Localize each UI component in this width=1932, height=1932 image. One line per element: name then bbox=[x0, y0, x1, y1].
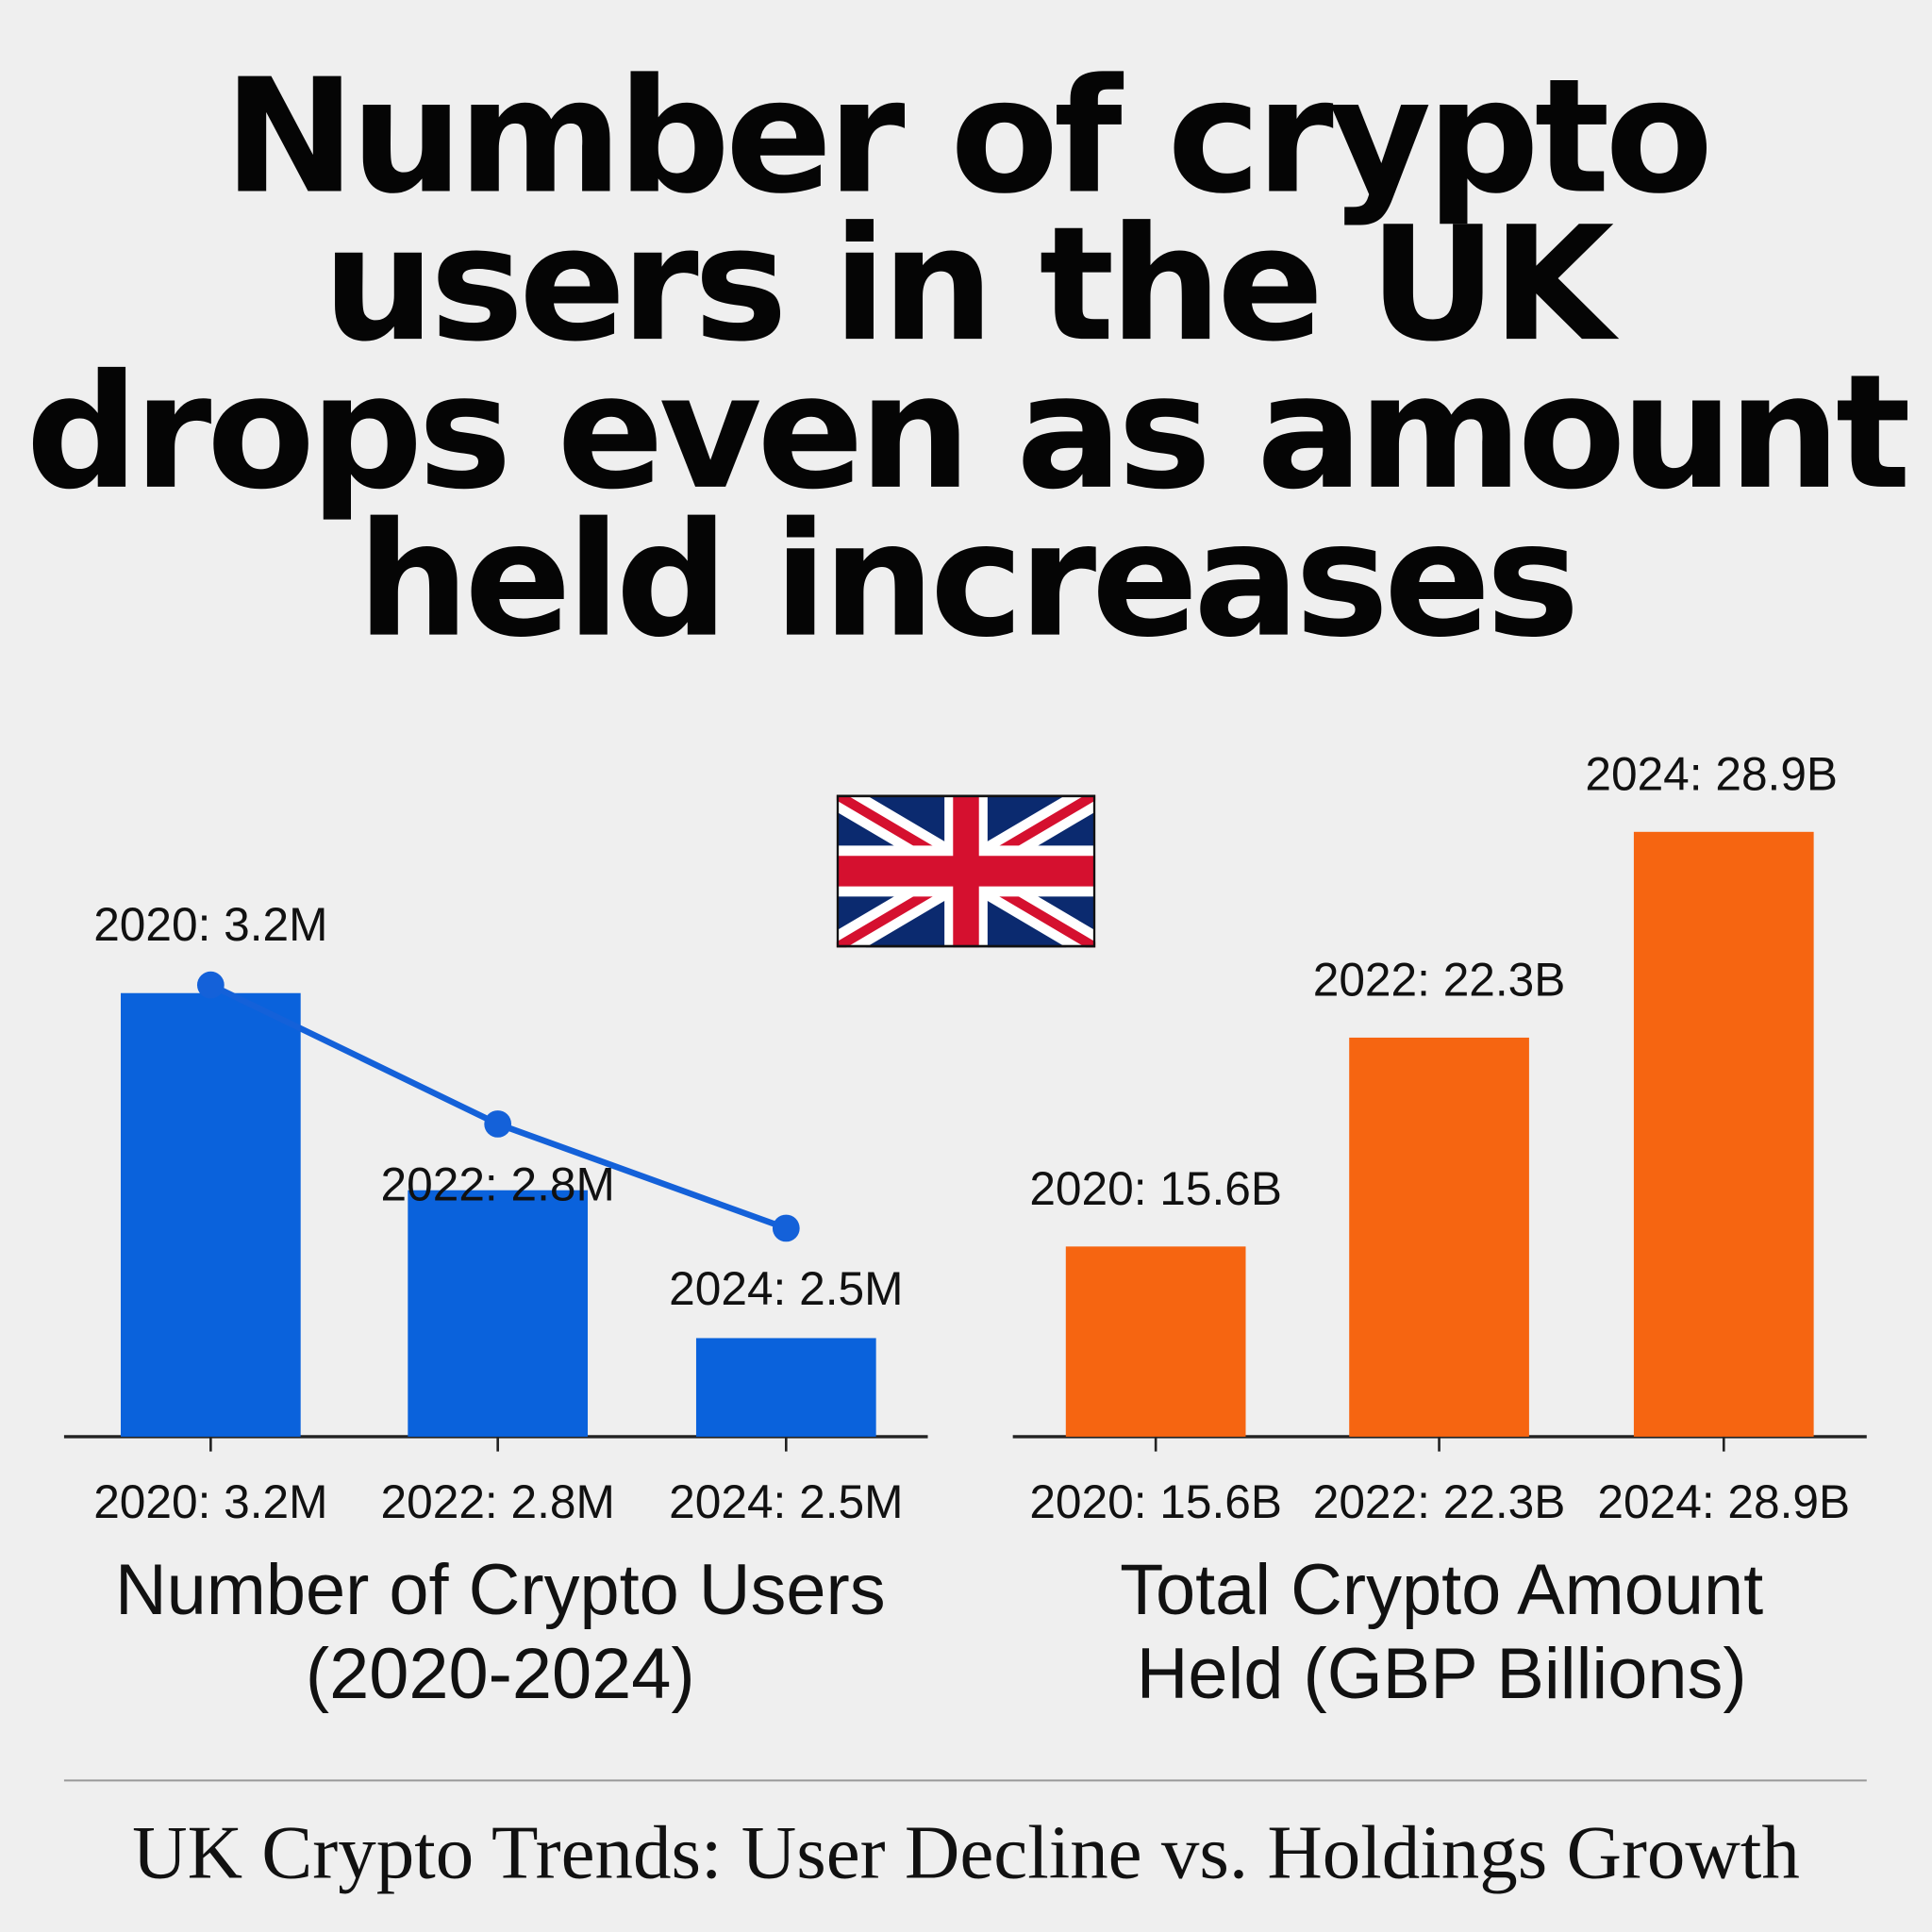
bar bbox=[1065, 1246, 1246, 1437]
bar bbox=[408, 1190, 589, 1437]
x-axis-title: Number of Crypto Users bbox=[115, 1550, 886, 1630]
headline-line: Number of crypto bbox=[224, 45, 1708, 228]
headline: Number of crypto users in the UK drops e… bbox=[25, 45, 1913, 673]
line-point bbox=[484, 1110, 512, 1138]
headline-line: held increases bbox=[358, 490, 1575, 673]
bar bbox=[1349, 1037, 1529, 1437]
data-label: 2022: 2.8M bbox=[381, 1158, 615, 1210]
footer-caption: UK Crypto Trends: User Decline vs. Holdi… bbox=[132, 1810, 1800, 1895]
bar bbox=[121, 992, 301, 1437]
data-label: 2024: 2.5M bbox=[669, 1262, 903, 1315]
headline-line: drops even as amount bbox=[25, 341, 1907, 525]
x-tick-label: 2022: 2.8M bbox=[381, 1475, 615, 1528]
x-tick-label: 2024: 28.9B bbox=[1597, 1475, 1850, 1528]
x-tick-label: 2020: 3.2M bbox=[93, 1475, 327, 1528]
uk-flag-icon bbox=[836, 794, 1096, 948]
data-label: 2020: 15.6B bbox=[1029, 1162, 1282, 1215]
bar bbox=[1633, 831, 1814, 1437]
headline-line: users in the UK bbox=[323, 193, 1620, 376]
data-label: 2022: 22.3B bbox=[1313, 954, 1566, 1007]
bar bbox=[695, 1338, 876, 1437]
x-axis-title: Held (GBP Billions) bbox=[1137, 1634, 1747, 1714]
x-axis-title: Total Crypto Amount bbox=[1120, 1550, 1763, 1630]
data-label: 2020: 3.2M bbox=[93, 898, 327, 951]
x-axis-title: (2020-2024) bbox=[306, 1634, 695, 1714]
data-label: 2024: 28.9B bbox=[1585, 747, 1838, 800]
line-point bbox=[196, 971, 225, 999]
x-tick-label: 2020: 15.6B bbox=[1029, 1475, 1282, 1528]
holdings-chart: Total Crypto Amount Held (GBP Billions) … bbox=[1012, 747, 1867, 1714]
x-tick-label: 2022: 22.3B bbox=[1313, 1475, 1566, 1528]
x-tick-label: 2024: 2.5M bbox=[669, 1475, 903, 1528]
line-point bbox=[772, 1214, 800, 1242]
users-chart: Number of Crypto Users (2020-2024) 2020:… bbox=[63, 898, 928, 1714]
